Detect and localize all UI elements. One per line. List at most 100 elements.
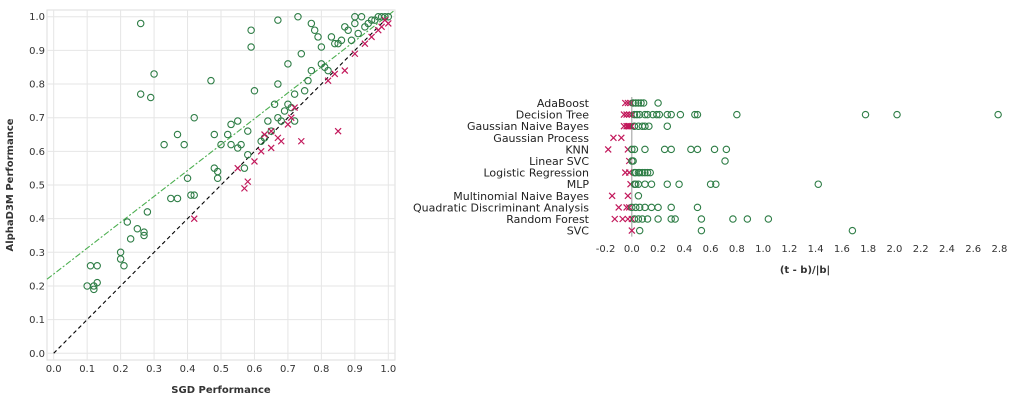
right-circle-point xyxy=(697,226,706,235)
right-cross-point xyxy=(628,111,636,119)
cross-stroke xyxy=(261,131,268,138)
left-cross-point xyxy=(190,215,198,223)
left-circle-point xyxy=(351,19,359,28)
right-circle-point xyxy=(706,180,715,188)
left-cross-point xyxy=(331,70,339,78)
right-x-tick-label: 2.4 xyxy=(939,244,955,255)
cross-stroke xyxy=(287,114,295,122)
left-x-tick-labels: 0.0 0.1 0.2 0.3 0.4 0.5 0.6 0.7 0.8 0.9 1.0 xyxy=(46,364,397,375)
left-circle-point xyxy=(187,191,195,199)
right-circle-point xyxy=(691,110,699,119)
cross-stroke xyxy=(615,203,623,211)
category-label: Gaussian Naive Bayes xyxy=(467,120,589,133)
left-circle-point xyxy=(213,167,222,176)
cross-stroke xyxy=(627,99,634,107)
right-circle-point xyxy=(733,110,741,119)
left-circle-point xyxy=(244,127,252,135)
right-circle-point xyxy=(663,110,672,119)
left-circle-point xyxy=(307,19,316,28)
right-circle-point xyxy=(641,122,649,130)
right-circle-point xyxy=(643,110,652,119)
left-circle-point xyxy=(324,66,332,75)
left-y-tick-labels: 0.0 0.1 0.2 0.3 0.4 0.5 0.6 0.7 0.8 0.9 1.0 xyxy=(29,12,45,360)
left-cross-point xyxy=(261,131,268,138)
right-circle-point xyxy=(632,99,640,107)
right-circle-point xyxy=(653,110,661,119)
left-circle-point xyxy=(120,262,128,270)
cross-stroke xyxy=(361,40,369,48)
right-circle-point xyxy=(641,168,649,177)
left-y-tick-label: 0.8 xyxy=(29,80,45,91)
right-circle-point xyxy=(893,110,901,119)
left-circle-point xyxy=(267,127,275,135)
right-circle-point xyxy=(645,122,653,130)
right-x-tick-label: 0.8 xyxy=(729,244,745,255)
left-y-tick-label: 0.4 xyxy=(29,214,45,225)
right-circle-point xyxy=(643,215,652,223)
left-circle-point xyxy=(173,130,182,139)
left-circle-point xyxy=(183,174,192,183)
left-cross-point xyxy=(324,77,332,85)
cross-stroke xyxy=(257,147,265,155)
right-cross-point xyxy=(628,215,636,223)
left-circle-point xyxy=(93,262,101,270)
left-circle-point xyxy=(307,66,316,75)
left-circle-point xyxy=(357,12,366,21)
right-circle-point xyxy=(994,110,1002,119)
category-label: MLP xyxy=(567,178,590,191)
left-cross-point xyxy=(291,104,299,112)
right-circle-point xyxy=(628,145,636,154)
left-y-axis-title: AlphaD3M Performance xyxy=(5,118,16,251)
left-circle-point xyxy=(310,26,319,34)
right-x-tick-label: 1.0 xyxy=(755,244,771,255)
right-x-tick-label: 2.0 xyxy=(886,244,902,255)
cross-stroke xyxy=(628,215,636,223)
left-circle-point xyxy=(126,235,135,243)
right-circle-point xyxy=(637,99,645,107)
left-circle-point xyxy=(123,218,132,226)
left-x-tick-label: 0.2 xyxy=(113,364,129,375)
right-x-tick-labels: -0.2 0.0 0.2 0.4 0.6 0.8 1.0 1.2 1.4 1.6 1.8 2.0 2.2… xyxy=(596,244,1008,255)
right-circle-point xyxy=(814,180,823,188)
cross-stroke xyxy=(267,127,275,135)
right-cross-point xyxy=(625,122,633,130)
right-circle-point xyxy=(848,226,857,235)
cross-stroke xyxy=(623,111,630,119)
right-cross-point xyxy=(610,134,617,142)
cross-stroke xyxy=(625,157,633,165)
right-circle-point xyxy=(635,203,644,212)
right-circle-point xyxy=(643,168,652,177)
right-circle-point xyxy=(638,168,647,177)
right-circle-point xyxy=(634,215,643,223)
left-circle-point xyxy=(233,117,242,125)
right-cross-point xyxy=(623,203,630,211)
left-circle-point xyxy=(354,29,362,38)
left-circle-point xyxy=(317,43,326,51)
cross-stroke xyxy=(624,99,632,107)
category-label: Logistic Regression xyxy=(483,167,589,180)
left-cross-point xyxy=(361,40,369,48)
left-y-tick-label: 0.9 xyxy=(29,46,45,57)
right-circle-point xyxy=(629,99,637,107)
right-circle-point xyxy=(638,215,647,223)
cross-stroke xyxy=(331,70,339,78)
left-y-tick-label: 0.6 xyxy=(29,147,45,158)
left-y-tick-label: 0.7 xyxy=(29,113,45,124)
cross-stroke xyxy=(378,23,386,31)
cross-stroke xyxy=(381,16,389,24)
left-circle-point xyxy=(277,117,285,125)
cross-stroke xyxy=(627,180,634,188)
right-circle-point xyxy=(721,157,729,165)
right-x-tick-label: 2.2 xyxy=(913,244,929,255)
right-x-tick-label: 0.2 xyxy=(650,244,666,255)
left-circle-point xyxy=(93,278,101,287)
cross-stroke xyxy=(351,50,359,58)
right-x-tick-label: 0.4 xyxy=(676,244,692,255)
left-y-tick-label: 0.1 xyxy=(29,315,45,326)
right-circle-point xyxy=(635,110,644,119)
left-circle-point xyxy=(280,107,289,115)
cross-stroke xyxy=(625,122,633,130)
trend-line xyxy=(46,9,396,280)
left-y-tick-label: 0.0 xyxy=(29,349,45,360)
